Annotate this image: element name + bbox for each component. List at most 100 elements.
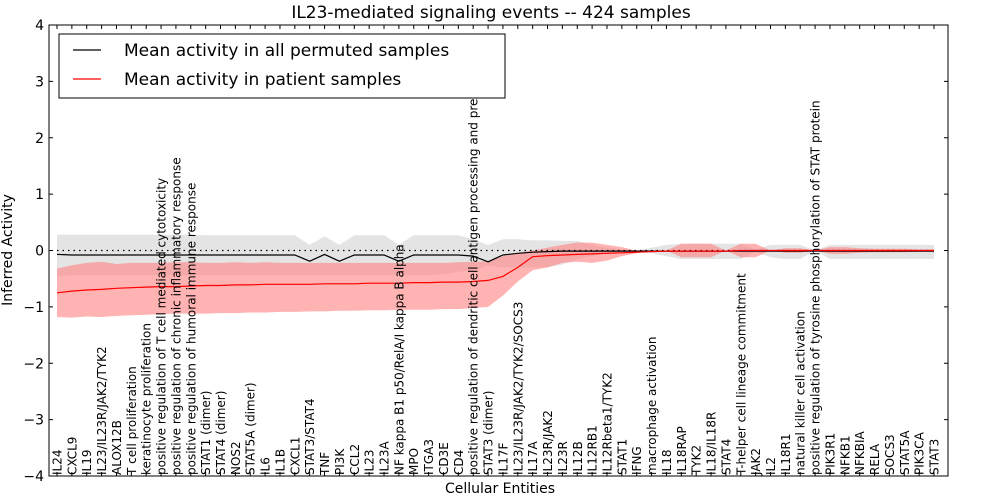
data-point-patient bbox=[592, 253, 593, 254]
y-tick-label: −3 bbox=[23, 413, 44, 429]
x-tick-label: IFNG bbox=[630, 446, 644, 475]
data-point-patient bbox=[725, 250, 726, 251]
data-point-permuted bbox=[279, 254, 280, 255]
x-tick-label: TNF bbox=[318, 452, 332, 476]
y-tick-label: −1 bbox=[23, 300, 44, 316]
x-tick-label: NFKB1 bbox=[838, 435, 852, 475]
data-point-patient bbox=[547, 255, 548, 256]
x-tick-label: CD3E bbox=[437, 442, 451, 475]
x-tick-label: CXCL1 bbox=[288, 437, 302, 475]
x-tick-label: ITGA3 bbox=[422, 439, 436, 475]
data-point-permuted bbox=[592, 250, 593, 251]
x-tick-label: CD4 bbox=[452, 450, 466, 475]
data-point-patient bbox=[740, 250, 741, 251]
x-tick-label: STAT1 (dimer) bbox=[199, 391, 213, 475]
data-point-permuted bbox=[71, 254, 72, 255]
legend-label-patient: Mean activity in patient samples bbox=[124, 70, 401, 90]
data-point-patient bbox=[696, 250, 697, 251]
x-tick-label: positive regulation of tyrosine phosphor… bbox=[809, 100, 823, 475]
data-point-permuted bbox=[502, 254, 503, 255]
data-point-permuted bbox=[562, 250, 563, 251]
x-tick-label: IL23A bbox=[378, 441, 392, 475]
legend-box bbox=[58, 33, 506, 99]
data-point-patient bbox=[562, 254, 563, 255]
data-point-permuted bbox=[294, 254, 295, 255]
data-point-permuted bbox=[309, 261, 310, 262]
data-point-permuted bbox=[339, 261, 340, 262]
x-tick-label: STAT3/STAT4 bbox=[303, 398, 317, 475]
data-point-patient bbox=[205, 285, 206, 286]
data-point-permuted bbox=[250, 254, 251, 255]
data-point-patient bbox=[56, 292, 57, 293]
x-tick-label: STAT1 bbox=[615, 439, 629, 475]
data-point-patient bbox=[681, 250, 682, 251]
x-tick-label: IL17F bbox=[496, 443, 510, 475]
data-point-patient bbox=[919, 250, 920, 251]
x-tick-label: RELA bbox=[868, 443, 882, 475]
x-tick-label: NF kappa B1 p50/RelA/I kappa B alpha bbox=[392, 244, 406, 475]
data-point-permuted bbox=[517, 253, 518, 254]
data-point-patient bbox=[309, 284, 310, 285]
x-tick-label: STAT5A bbox=[898, 430, 912, 475]
x-tick-label: macrophage activation bbox=[645, 337, 659, 475]
data-point-patient bbox=[502, 276, 503, 277]
data-point-patient bbox=[532, 256, 533, 257]
data-point-patient bbox=[235, 284, 236, 285]
y-tick-label: 3 bbox=[35, 74, 44, 90]
y-tick-label: −4 bbox=[23, 469, 44, 485]
data-point-patient bbox=[785, 250, 786, 251]
data-point-patient bbox=[428, 282, 429, 283]
data-point-permuted bbox=[443, 254, 444, 255]
y-tick-label: 1 bbox=[35, 187, 44, 203]
x-tick-label: positive regulation of chronic inflammat… bbox=[169, 157, 183, 475]
x-tick-label: STAT4 bbox=[719, 439, 733, 475]
data-point-permuted bbox=[324, 254, 325, 255]
data-point-patient bbox=[889, 250, 890, 251]
x-tick-label: IL18RAP bbox=[675, 426, 689, 475]
data-point-patient bbox=[265, 284, 266, 285]
x-tick-label: STAT3 bbox=[928, 439, 942, 475]
x-tick-label: natural killer cell activation bbox=[794, 311, 808, 475]
x-tick-label: IL6 bbox=[259, 457, 273, 475]
x-tick-label: IL23R bbox=[556, 441, 570, 475]
data-point-patient bbox=[487, 280, 488, 281]
x-tick-label: SOCS3 bbox=[883, 434, 897, 475]
data-point-patient bbox=[279, 284, 280, 285]
legend: Mean activity in all permuted samples Me… bbox=[58, 33, 506, 99]
x-tick-label: IL12RB1 bbox=[586, 425, 600, 475]
x-tick-label: IL23/IL23R/JAK2/TYK2 bbox=[95, 346, 109, 475]
series-group bbox=[56, 234, 934, 318]
line-patient bbox=[56, 249, 934, 294]
data-point-permuted bbox=[621, 250, 622, 251]
legend-label-permuted: Mean activity in all permuted samples bbox=[124, 41, 449, 61]
x-tick-label: IL18/IL18R bbox=[705, 412, 719, 475]
data-point-permuted bbox=[413, 254, 414, 255]
x-tick-label: NFKBIA bbox=[853, 430, 867, 475]
data-point-patient bbox=[250, 284, 251, 285]
x-tick-labels: IL24 CXCL9 IL19 IL23/IL23R/JAK2/TYK2 ALOX12B… bbox=[51, 42, 942, 476]
y-tick-label: −2 bbox=[23, 356, 44, 372]
x-tick-label: PIK3R1 bbox=[823, 433, 837, 475]
data-point-permuted bbox=[383, 254, 384, 255]
data-point-permuted bbox=[265, 254, 266, 255]
x-tick-label: STAT4 (dimer) bbox=[214, 391, 228, 475]
x-tick-label: IL19 bbox=[80, 450, 94, 476]
x-tick-label: IL23 bbox=[363, 450, 377, 476]
data-point-patient bbox=[294, 284, 295, 285]
x-tick-label: positive regulation of humoral immune re… bbox=[184, 183, 198, 475]
x-tick-label: TYK2 bbox=[690, 445, 704, 476]
x-tick-label: CCL2 bbox=[348, 444, 362, 475]
data-point-permuted bbox=[146, 254, 147, 255]
x-tick-label: IL24 bbox=[51, 450, 65, 476]
data-point-permuted bbox=[606, 250, 607, 251]
data-point-patient bbox=[933, 250, 934, 251]
data-point-patient bbox=[874, 250, 875, 251]
x-tick-label: STAT3 (dimer) bbox=[482, 391, 496, 475]
data-point-permuted bbox=[235, 254, 236, 255]
data-point-patient bbox=[666, 250, 667, 251]
x-tick-label: IL18R1 bbox=[779, 434, 793, 475]
data-point-permuted bbox=[205, 254, 206, 255]
data-point-permuted bbox=[56, 254, 57, 255]
data-point-permuted bbox=[220, 254, 221, 255]
